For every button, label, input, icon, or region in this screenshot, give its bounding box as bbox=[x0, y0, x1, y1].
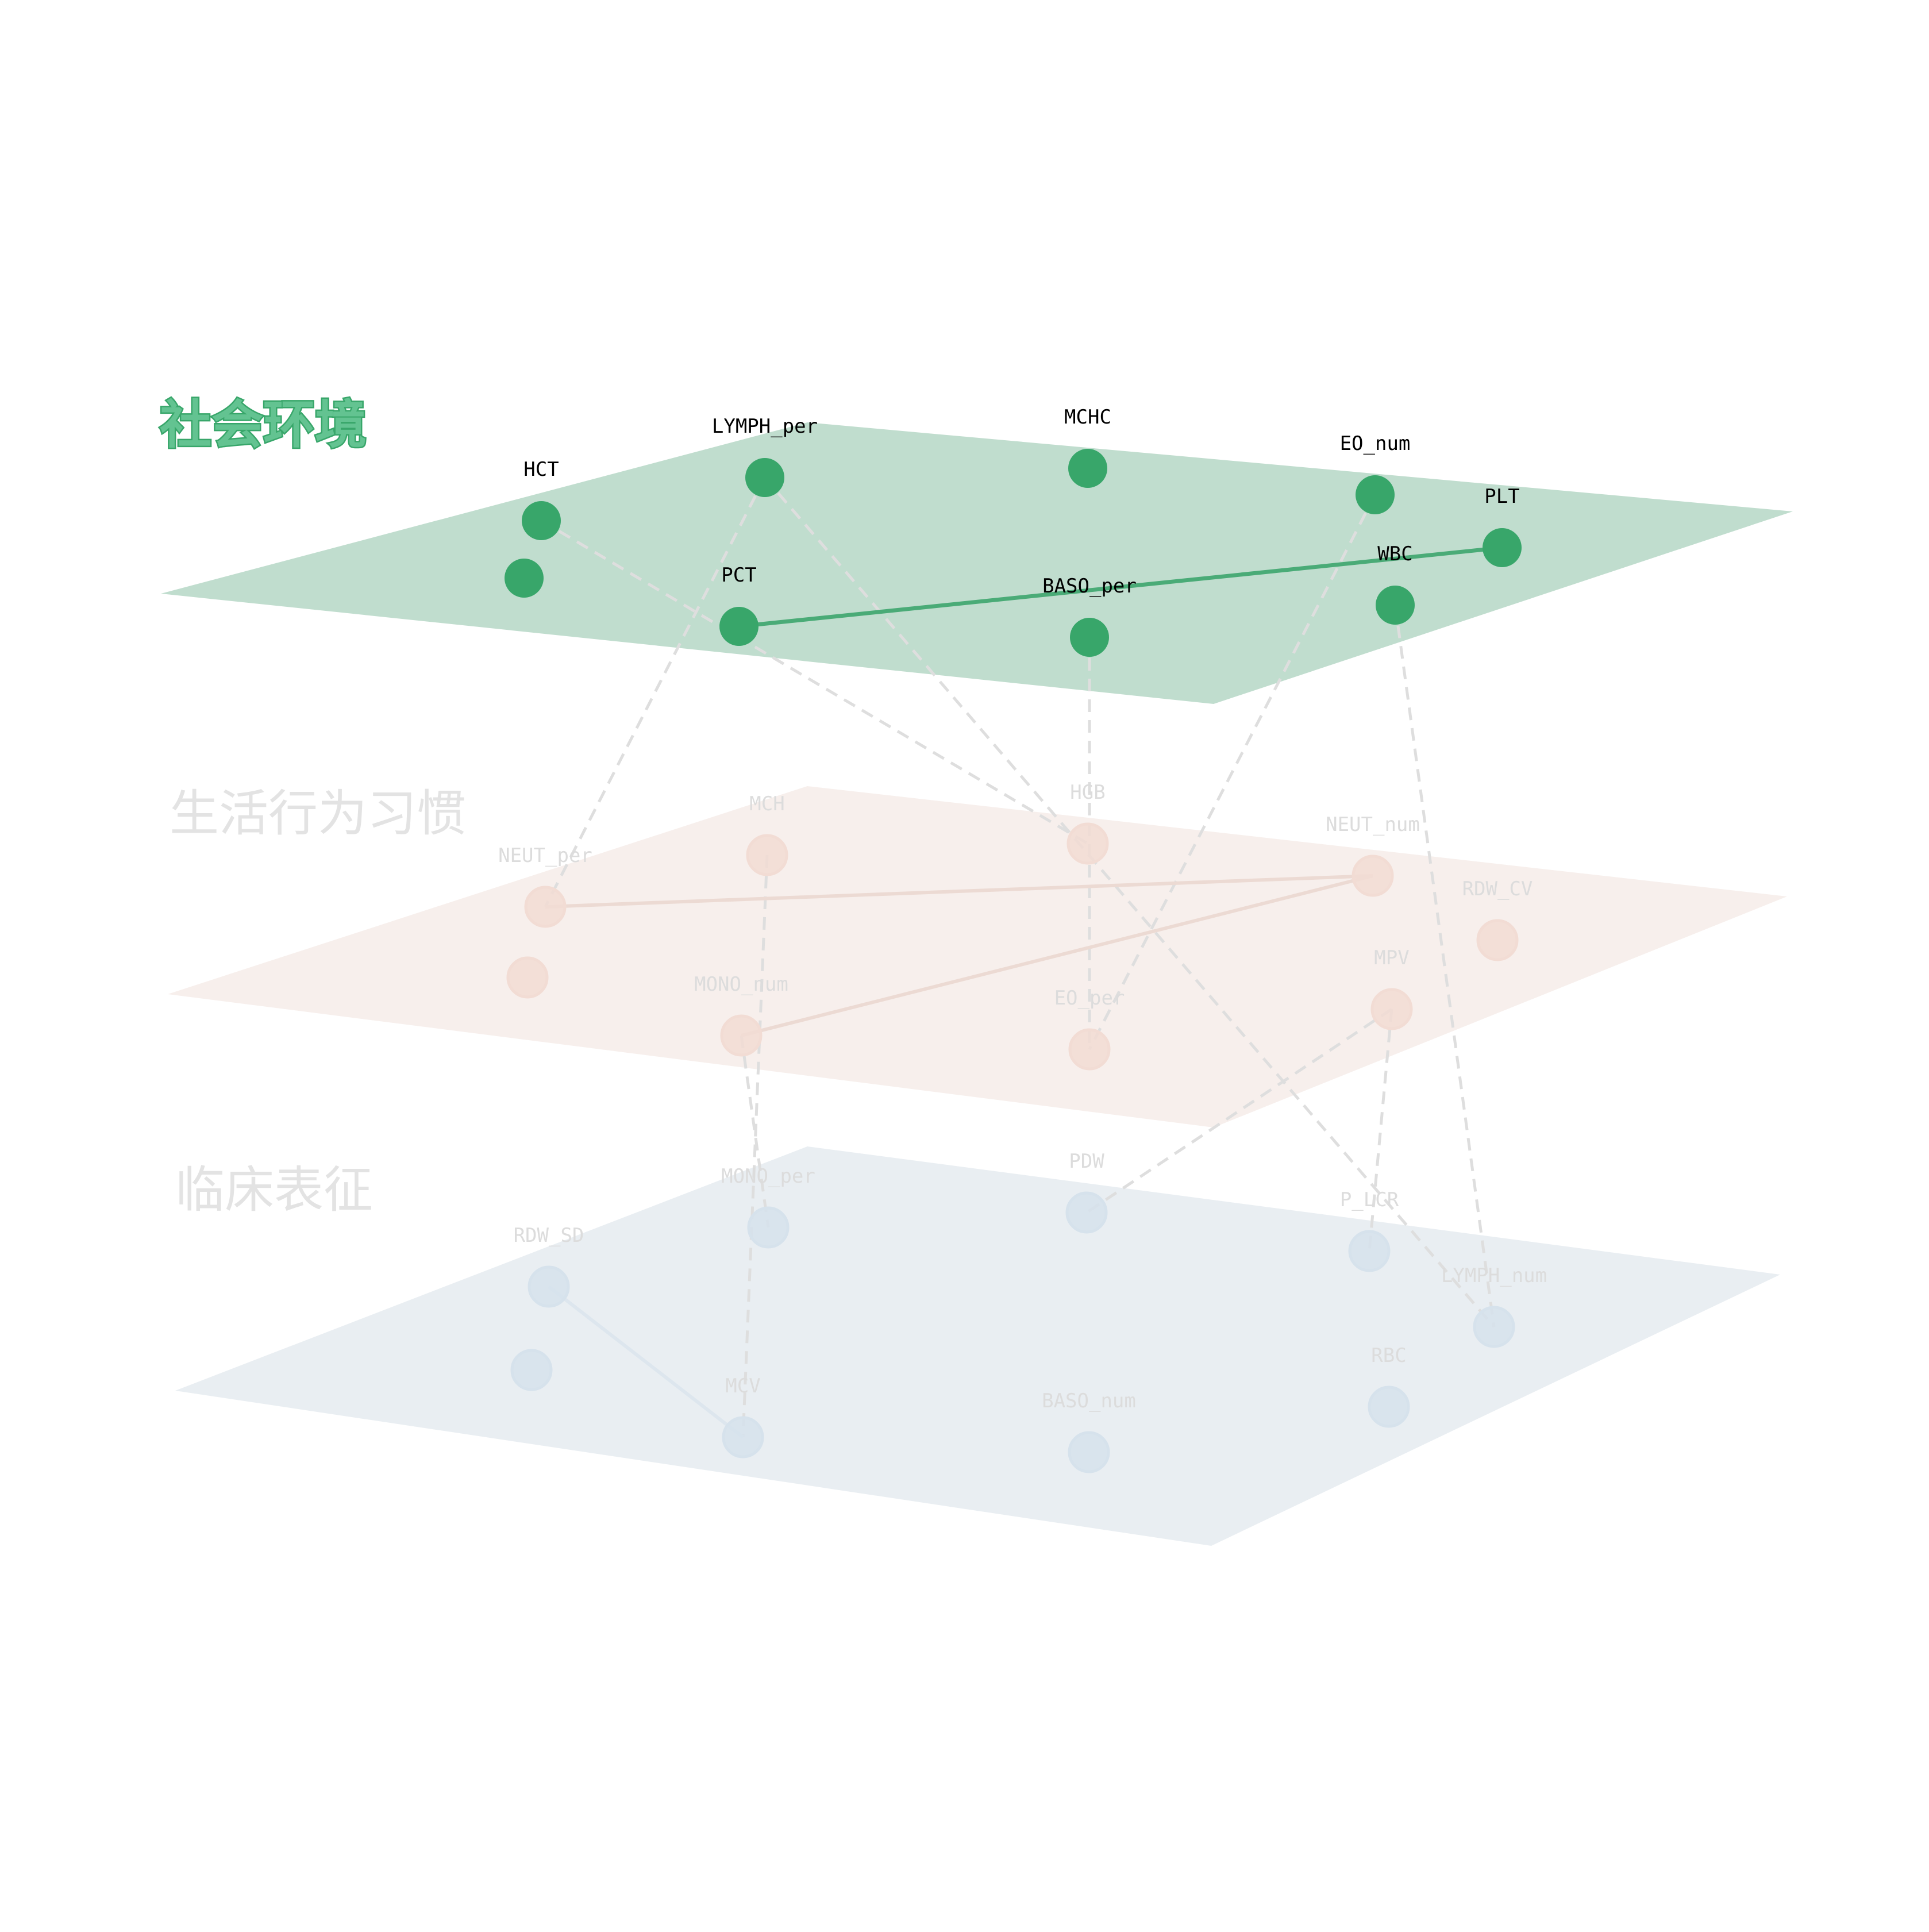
node-label-EO_num: EO_num bbox=[1340, 432, 1411, 455]
intra-edge-NEUT_per-NEUT_num bbox=[545, 874, 1373, 909]
node-MPV[interactable] bbox=[1370, 988, 1413, 1030]
node-label-EO_per: EO_per bbox=[1054, 987, 1125, 1010]
layer-planes bbox=[161, 422, 1793, 1546]
node-RBC[interactable] bbox=[1368, 1386, 1410, 1428]
node-label-RDW_SD: RDW_SD bbox=[514, 1224, 584, 1247]
node-PDW[interactable] bbox=[1065, 1191, 1108, 1234]
node-P_LCR[interactable] bbox=[1348, 1230, 1391, 1272]
node-label-RDW_CV: RDW_CV bbox=[1462, 878, 1533, 900]
node-social_unlabeled[interactable] bbox=[505, 559, 544, 598]
node-LYMPH_per[interactable] bbox=[745, 458, 784, 497]
node-RDW_SD[interactable] bbox=[528, 1265, 570, 1308]
intra-edge-PCT-PLT bbox=[738, 545, 1503, 629]
node-MCV[interactable] bbox=[722, 1416, 764, 1458]
layer-title-clinical: 临床表征 bbox=[175, 1161, 373, 1219]
node-behavior_unlabeled[interactable] bbox=[506, 956, 549, 999]
node-labels: HCT LYMPH_per PCT MCHC BASO_per EO_num WBC PLT N… bbox=[498, 406, 1547, 1413]
node-label-MCV: MCV bbox=[725, 1375, 760, 1398]
inter-edge-EO_num-EO_per bbox=[1088, 494, 1377, 1050]
node-BASO_per[interactable] bbox=[1070, 618, 1109, 657]
node-WBC[interactable] bbox=[1376, 586, 1415, 625]
node-HCT[interactable] bbox=[522, 501, 561, 540]
node-EO_num[interactable] bbox=[1356, 475, 1395, 514]
layer-title-behavior: 生活行为习惯 bbox=[170, 785, 466, 842]
node-EO_per[interactable] bbox=[1068, 1028, 1111, 1071]
node-label-MONO_num: MONO_num bbox=[694, 973, 788, 996]
layer-plane-social bbox=[161, 422, 1793, 704]
node-PCT[interactable] bbox=[719, 607, 758, 646]
node-label-PCT: PCT bbox=[721, 564, 756, 587]
node-RDW_CV[interactable] bbox=[1476, 919, 1519, 961]
node-label-MONO_per: MONO_per bbox=[721, 1165, 815, 1188]
intra-edge-MONO_num-NEUT_num bbox=[741, 874, 1373, 1037]
node-HGB[interactable] bbox=[1066, 822, 1109, 865]
intra-edge-RDW_SD-MCV bbox=[548, 1285, 744, 1439]
intra-layer-edges bbox=[545, 545, 1503, 1439]
node-MCHC[interactable] bbox=[1068, 449, 1107, 488]
network-nodes bbox=[505, 449, 1522, 1473]
node-label-RBC: RBC bbox=[1371, 1344, 1406, 1367]
node-label-NEUT_num: NEUT_num bbox=[1326, 813, 1420, 836]
node-label-PDW: PDW bbox=[1069, 1150, 1104, 1173]
layer-plane-clinical bbox=[175, 1146, 1780, 1546]
node-clinical_unlabeled[interactable] bbox=[510, 1349, 553, 1391]
node-label-P_LCR: P_LCR bbox=[1340, 1188, 1399, 1211]
node-BASO_num[interactable] bbox=[1068, 1431, 1110, 1473]
node-label-PLT: PLT bbox=[1484, 485, 1519, 508]
inter-layer-edges bbox=[540, 476, 1496, 1438]
inter-edge-MCH-MCV bbox=[741, 855, 769, 1438]
node-label-HGB: HGB bbox=[1070, 781, 1105, 804]
node-PLT[interactable] bbox=[1483, 528, 1522, 567]
node-label-MCHC: MCHC bbox=[1064, 406, 1111, 429]
node-label-WBC: WBC bbox=[1377, 542, 1412, 565]
node-label-BASO_num: BASO_num bbox=[1042, 1390, 1136, 1413]
node-LYMPH_num[interactable] bbox=[1473, 1306, 1515, 1348]
node-label-LYMPH_num: LYMPH_num bbox=[1441, 1264, 1547, 1287]
inter-edge-LYMPH_per-NEUT_per bbox=[544, 476, 767, 908]
node-NEUT_num[interactable] bbox=[1352, 855, 1394, 897]
layer-title-social: 社会环境 bbox=[160, 395, 367, 455]
inter-edge-LYMPH_per-LYMPH_num bbox=[764, 476, 1495, 1328]
inter-edge-HCT-HGB bbox=[540, 519, 1089, 845]
node-MONO_per[interactable] bbox=[747, 1206, 790, 1249]
node-label-NEUT_per: NEUT_per bbox=[498, 844, 592, 867]
node-NEUT_per[interactable] bbox=[524, 886, 567, 928]
node-label-BASO_per: BASO_per bbox=[1042, 575, 1137, 598]
node-label-MPV: MPV bbox=[1374, 946, 1409, 969]
node-label-LYMPH_per: LYMPH_per bbox=[712, 415, 818, 438]
node-label-MCH: MCH bbox=[749, 792, 784, 815]
inter-edge-WBC-LYMPH_num bbox=[1393, 605, 1496, 1327]
inter-edge-MONO_num-MONO_per bbox=[740, 1035, 770, 1228]
node-MONO_num[interactable] bbox=[720, 1014, 763, 1057]
node-label-HCT: HCT bbox=[523, 458, 559, 481]
node-MCH[interactable] bbox=[746, 834, 788, 876]
